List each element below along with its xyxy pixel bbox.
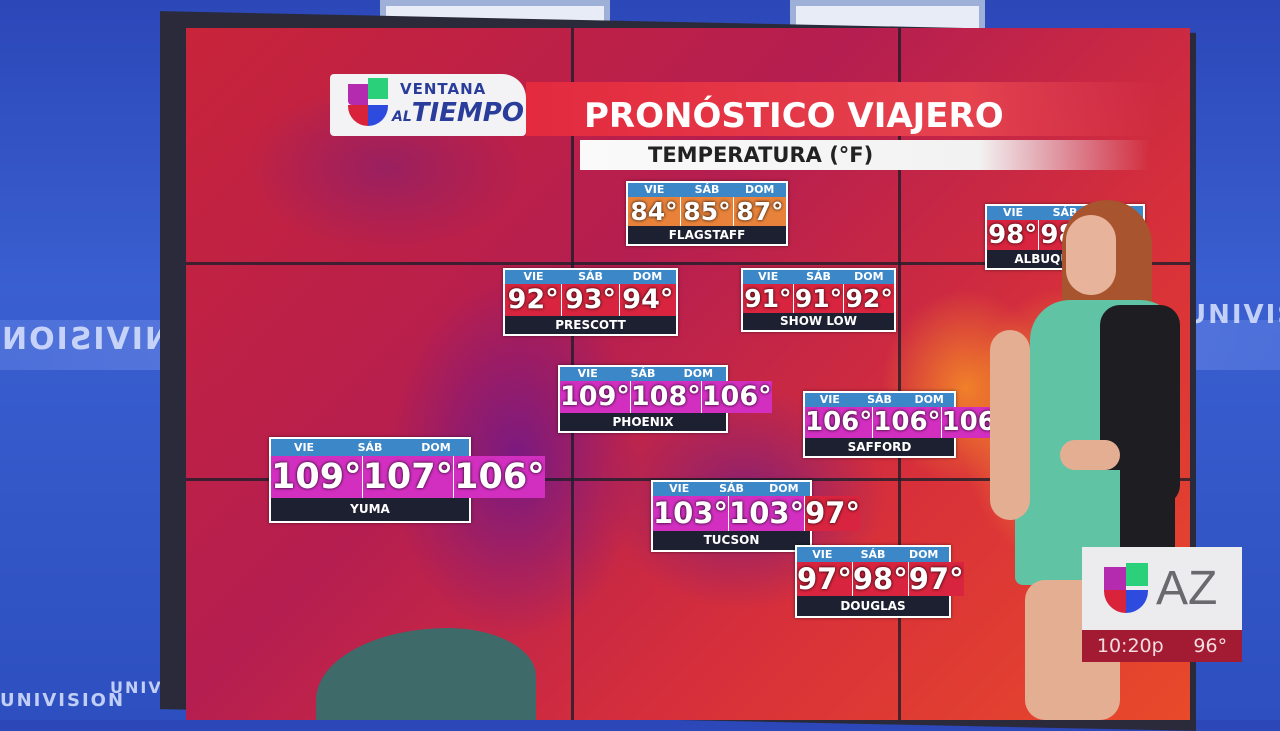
day-label: DOM: [908, 548, 939, 561]
univision-logo-icon: [348, 78, 388, 126]
logo-text-al: AL: [392, 109, 412, 125]
studio-wall-text-bottom-left: UNIVISION: [0, 690, 126, 711]
temperature-value: 84°: [628, 197, 681, 226]
day-label: VIE: [644, 183, 665, 196]
temperature-value: 85°: [681, 197, 734, 226]
day-label: DOM: [854, 270, 884, 283]
temperature-value: 91°: [743, 284, 794, 313]
forecast-card-flagstaff: VIE SÁB DOM 84° 85° 87° FLAGSTAFF: [626, 181, 788, 246]
city-name: PHOENIX: [560, 413, 726, 431]
temperature-value: 103°: [653, 496, 730, 531]
temperature-value: 93°: [562, 284, 620, 316]
temperature-value: 103°: [729, 496, 806, 531]
forecast-card-douglas: VIE SÁB DOM 97° 98° 97° DOUGLAS: [795, 545, 964, 618]
forecast-card-tucson: VIE SÁB DOM 103° 103° 97° TUCSON: [651, 480, 860, 552]
clock-time: 10:20p: [1096, 635, 1164, 657]
gulf-of-california: [316, 628, 536, 720]
temperature-value: 109°: [271, 456, 363, 498]
day-label: VIE: [577, 367, 598, 380]
day-label: VIE: [523, 270, 544, 283]
day-label: DOM: [914, 393, 944, 406]
temperature-value: 106°: [454, 456, 545, 498]
day-label: SÁB: [694, 183, 720, 196]
temperature-value: 92°: [505, 284, 563, 316]
city-name: DOUGLAS: [797, 596, 949, 616]
temperature-value: 97°: [805, 496, 860, 531]
temperature-value: 106°: [701, 381, 772, 413]
studio-wall-text-right: UNIVISIO: [1185, 300, 1280, 330]
wall-seam: [898, 28, 901, 720]
day-label: SÁB: [357, 441, 383, 454]
day-label: VIE: [1002, 206, 1024, 219]
temperature-value: 106°: [873, 407, 942, 438]
ventana-al-tiempo-logo: VENTANA ALTIEMPO: [330, 74, 526, 136]
forecast-card-prescott: VIE SÁB DOM 92° 93° 94° PRESCOTT: [503, 268, 678, 336]
day-label: SÁB: [867, 393, 892, 406]
temperature-value: 98°: [987, 220, 1040, 250]
wall-seam: [186, 262, 1190, 265]
city-name: YUMA: [271, 498, 469, 521]
day-label: VIE: [293, 441, 315, 454]
forecast-card-show-low: VIE SÁB DOM 91° 91° 92° SHOW LOW: [741, 268, 896, 332]
forecast-card-yuma: VIE SÁB DOM 109° 107° 106° YUMA: [269, 437, 545, 523]
day-label: VIE: [812, 548, 833, 561]
temperature-value: 97°: [797, 562, 853, 596]
logo-text-top: VENTANA: [400, 80, 487, 98]
forecast-card-safford: VIE SÁB DOM 106° 106° 106° SAFFORD: [803, 391, 1009, 458]
current-temperature: 96°: [1193, 635, 1228, 657]
station-name: AZ: [1156, 562, 1218, 615]
forecast-header: PRONÓSTICO VIAJERO TEMPERATURA (°F) VENT…: [330, 74, 1160, 170]
day-label: VIE: [819, 393, 840, 406]
day-label: SÁB: [630, 367, 656, 380]
temperature-value: 94°: [619, 284, 676, 316]
temperature-value: 91°: [793, 284, 845, 313]
day-label: DOM: [421, 441, 451, 454]
temperature-value: 109°: [560, 381, 631, 413]
station-bug: AZ 10:20p 96°: [1082, 547, 1242, 662]
day-label: SÁB: [578, 270, 603, 283]
temperature-value: 107°: [362, 456, 455, 498]
day-label: DOM: [632, 270, 663, 283]
logo-text-tiempo: TIEMPO: [411, 98, 524, 128]
city-name: FLAGSTAFF: [628, 226, 786, 244]
forecast-card-phoenix: VIE SÁB DOM 109° 108° 106° PHOENIX: [558, 365, 772, 433]
wall-seam: [186, 478, 1190, 481]
temperature-value: 108°: [630, 381, 702, 413]
temperature-value: 98°: [852, 562, 909, 596]
logo-text-bottom: ALTIEMPO: [392, 98, 524, 128]
page-subtitle: TEMPERATURA (°F): [580, 140, 1150, 170]
day-label: DOM: [683, 367, 714, 380]
day-label: DOM: [744, 183, 775, 196]
page-title: PRONÓSTICO VIAJERO: [526, 82, 1160, 136]
city-name: TUCSON: [653, 531, 810, 550]
city-name: SAFFORD: [805, 438, 954, 456]
day-label: DOM: [769, 482, 799, 495]
temperature-value: 106°: [805, 407, 874, 438]
day-label: VIE: [669, 482, 690, 495]
day-label: SÁB: [719, 482, 744, 495]
univision-logo-icon: [1104, 563, 1148, 613]
day-label: VIE: [758, 270, 779, 283]
temperature-value: 87°: [734, 197, 786, 226]
temperature-value: 97°: [908, 562, 964, 596]
city-name: SHOW LOW: [743, 313, 894, 330]
city-name: PRESCOTT: [505, 316, 676, 334]
day-label: SÁB: [806, 270, 831, 283]
temperature-value: 92°: [844, 284, 895, 313]
day-label: SÁB: [860, 548, 886, 561]
